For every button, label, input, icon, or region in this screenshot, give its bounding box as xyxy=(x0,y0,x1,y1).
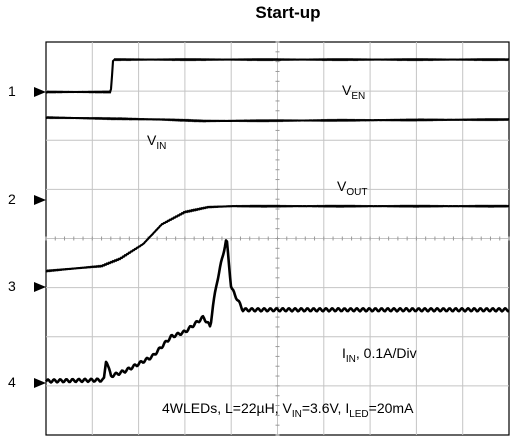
channel-marker-label-3: 3 xyxy=(8,278,16,294)
trace-i-in xyxy=(44,239,510,384)
grid xyxy=(45,41,510,436)
channel-marker-2 xyxy=(34,195,46,205)
chart-title: Start-up xyxy=(255,3,320,22)
waveforms xyxy=(44,58,510,384)
channel-marker-label-2: 2 xyxy=(8,191,16,207)
vout-label: VOUT xyxy=(337,178,367,198)
test-condition-label: 4WLEDs, L=22µH, VIN=3.6V, ILED=20mA xyxy=(162,400,414,420)
trace-v-en xyxy=(45,58,510,94)
channel-marker-4 xyxy=(34,378,46,388)
channel-marker-label-4: 4 xyxy=(8,374,16,390)
vin-label: VIN xyxy=(147,132,166,152)
trace-v-out xyxy=(45,204,510,273)
trace-labels: VEN VIN VOUT IIN, 0.1A/Div 4WLEDs, L=22µ… xyxy=(147,82,417,420)
vout-en-label: VEN xyxy=(342,82,365,102)
trace-v-in xyxy=(45,116,510,123)
channel-marker-1 xyxy=(34,87,46,97)
iin-label: IIN, 0.1A/Div xyxy=(342,345,417,365)
channel-marker-3 xyxy=(34,282,46,292)
channel-marker-label-1: 1 xyxy=(8,83,16,99)
channel-markers: 1 2 3 4 xyxy=(8,83,46,390)
